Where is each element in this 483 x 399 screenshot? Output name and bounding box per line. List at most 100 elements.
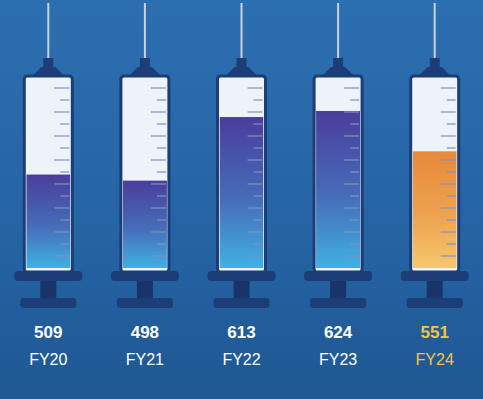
data-label: 624 bbox=[324, 323, 353, 342]
graduation bbox=[350, 123, 359, 125]
barrel bbox=[24, 76, 72, 272]
barrel bbox=[218, 76, 266, 272]
plunger-rod bbox=[427, 281, 443, 300]
graduation bbox=[248, 255, 263, 257]
graduation bbox=[344, 231, 359, 233]
graduation bbox=[157, 243, 166, 245]
syringe bbox=[14, 3, 82, 308]
category-label: FY21 bbox=[126, 351, 164, 368]
needle-hub bbox=[140, 58, 150, 68]
graduation bbox=[54, 135, 69, 137]
graduation bbox=[254, 243, 263, 245]
graduation bbox=[447, 243, 456, 245]
fill-bar bbox=[220, 117, 264, 268]
graduation bbox=[54, 207, 69, 209]
graduation bbox=[157, 123, 166, 125]
thumb-rest bbox=[310, 298, 366, 308]
graduation bbox=[151, 135, 166, 137]
graduation bbox=[344, 135, 359, 137]
graduation bbox=[441, 183, 456, 185]
graduation bbox=[151, 207, 166, 209]
data-label: 613 bbox=[227, 323, 255, 342]
graduation bbox=[60, 171, 69, 173]
graduation bbox=[350, 99, 359, 101]
graduation bbox=[447, 99, 456, 101]
fill-bar bbox=[316, 111, 360, 268]
graduation bbox=[151, 255, 166, 257]
needle bbox=[337, 3, 339, 62]
flange bbox=[401, 271, 469, 281]
graduation bbox=[344, 111, 359, 113]
graduation bbox=[350, 195, 359, 197]
graduation bbox=[248, 207, 263, 209]
graduation bbox=[441, 207, 456, 209]
graduation bbox=[254, 99, 263, 101]
needle-hub bbox=[237, 58, 247, 68]
graduation bbox=[54, 231, 69, 233]
barrel bbox=[121, 76, 169, 272]
graduation bbox=[344, 255, 359, 257]
thumb-rest bbox=[117, 298, 173, 308]
graduation bbox=[248, 111, 263, 113]
flange bbox=[304, 271, 372, 281]
graduation bbox=[151, 87, 166, 89]
graduation bbox=[60, 147, 69, 149]
graduation bbox=[344, 183, 359, 185]
graduation bbox=[157, 99, 166, 101]
fill-group bbox=[123, 181, 167, 268]
graduation bbox=[157, 147, 166, 149]
needle-hub bbox=[43, 58, 53, 68]
category-label: FY24 bbox=[416, 351, 454, 368]
graduation bbox=[248, 135, 263, 137]
barrel bbox=[411, 76, 459, 272]
graduation bbox=[54, 159, 69, 161]
needle bbox=[241, 3, 243, 62]
fill-bar bbox=[413, 151, 457, 268]
flange bbox=[14, 271, 82, 281]
category-label: FY20 bbox=[29, 351, 67, 368]
fill-bar bbox=[123, 181, 167, 268]
graduation bbox=[254, 171, 263, 173]
needle-hub bbox=[430, 58, 440, 68]
plunger-rod bbox=[137, 281, 153, 300]
graduation bbox=[60, 123, 69, 125]
graduation bbox=[447, 123, 456, 125]
graduation bbox=[254, 195, 263, 197]
graduation bbox=[447, 147, 456, 149]
graduation bbox=[254, 147, 263, 149]
data-label: 551 bbox=[421, 323, 449, 342]
fill-group bbox=[26, 175, 70, 268]
graduation bbox=[54, 183, 69, 185]
plunger-rod bbox=[330, 281, 346, 300]
graduation bbox=[344, 159, 359, 161]
graduation bbox=[350, 171, 359, 173]
graduation bbox=[151, 159, 166, 161]
graduation bbox=[151, 231, 166, 233]
needle bbox=[47, 3, 49, 62]
graduation bbox=[441, 255, 456, 257]
graduation bbox=[254, 219, 263, 221]
graduation bbox=[60, 99, 69, 101]
barrel bbox=[314, 76, 362, 272]
graduation bbox=[157, 219, 166, 221]
fill-group bbox=[220, 117, 264, 268]
needle-hub bbox=[333, 58, 343, 68]
graduation bbox=[248, 183, 263, 185]
syringe bbox=[208, 3, 276, 308]
graduation bbox=[248, 159, 263, 161]
graduation bbox=[344, 87, 359, 89]
graduation bbox=[157, 195, 166, 197]
graduation bbox=[60, 195, 69, 197]
thumb-rest bbox=[407, 298, 463, 308]
graduation bbox=[157, 171, 166, 173]
graduation bbox=[441, 87, 456, 89]
graduation bbox=[344, 207, 359, 209]
plunger-rod bbox=[234, 281, 250, 300]
fill-group bbox=[413, 151, 457, 268]
graduation bbox=[254, 123, 263, 125]
syringe bbox=[111, 3, 179, 308]
needle bbox=[144, 3, 146, 62]
thumb-rest bbox=[214, 298, 270, 308]
category-label: FY22 bbox=[222, 351, 260, 368]
graduation bbox=[54, 111, 69, 113]
